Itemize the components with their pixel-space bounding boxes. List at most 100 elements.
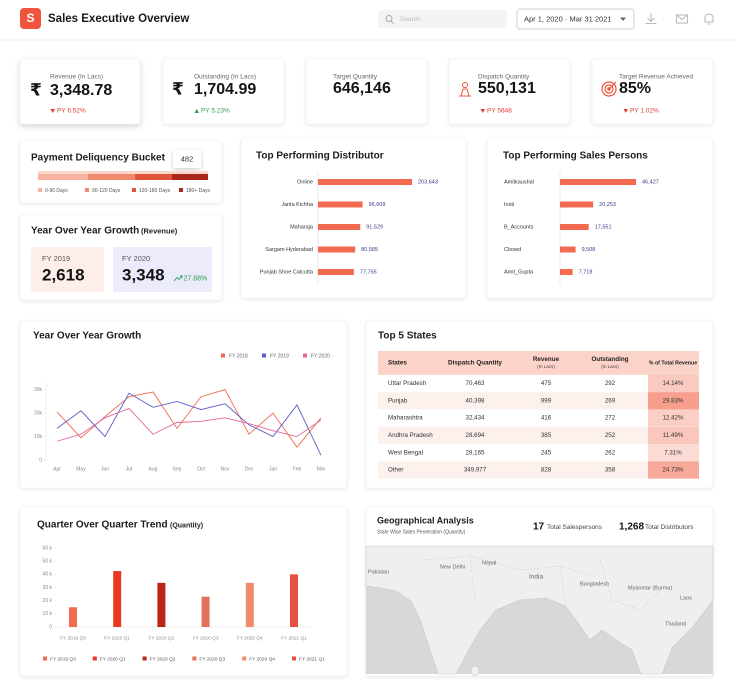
kpi-card (162, 58, 285, 125)
y-tick-label: 0 (49, 624, 52, 630)
search-box[interactable] (378, 10, 507, 28)
y-tick-label: 30k (34, 387, 43, 393)
bar (560, 224, 589, 230)
y-tick-label: 20k (34, 410, 43, 416)
y-tick-label: 0 (39, 457, 42, 463)
value-label: 80,585 (361, 247, 378, 253)
kpi-value: 550,131 (478, 80, 536, 97)
x-tick-label: Feb (293, 466, 302, 472)
mail-icon[interactable] (675, 14, 689, 24)
table-cell: 29.83% (663, 397, 684, 404)
dropdown-caret[interactable] (620, 17, 626, 22)
bar (560, 246, 576, 253)
map-label: India (529, 574, 543, 581)
kpi-card (19, 58, 141, 125)
category-label: Amit_Gupta (504, 269, 534, 275)
table-cell: 292 (605, 380, 616, 387)
bar (318, 269, 354, 275)
y-tick-label: 40 k (43, 572, 53, 578)
date-picker[interactable] (516, 8, 635, 30)
stat-value: 1,268 (619, 522, 644, 533)
map-label: Bangladesh (580, 581, 609, 587)
heat-cell (648, 409, 699, 427)
kpi-label: Revenue (In Lacs) (50, 74, 103, 81)
logo[interactable]: S (26, 11, 34, 25)
kpi-value: 646,146 (333, 80, 391, 97)
fy-value: 2,618 (42, 265, 85, 284)
x-tick-label: Mar (317, 466, 326, 472)
map-land[interactable] (365, 545, 714, 675)
date-range[interactable]: Apr 1, 2020 · Mar 31 2021 (524, 14, 612, 23)
heat-cell (648, 426, 699, 445)
distributor-card (240, 137, 467, 299)
column-header: States (388, 360, 407, 367)
legend-label: FY 2020 Q4 (249, 656, 275, 662)
table-cell: 999 (541, 397, 552, 404)
x-tick-label: Jul (126, 466, 132, 472)
fy-card (31, 247, 104, 292)
table-cell: Maharashtra (388, 415, 423, 422)
heat-cell (648, 461, 699, 479)
table-cell: 416 (541, 415, 552, 422)
value-label: 7,718 (579, 269, 593, 275)
fy-label: FY 2019 (42, 254, 70, 263)
y-tick-label: 10 k (43, 611, 53, 617)
table-cell: 262 (605, 449, 616, 456)
x-tick-label: FY 2020 Q2 (149, 635, 175, 641)
column-header: Outstanding (591, 356, 628, 363)
legend-label: FY 2019 (270, 353, 289, 359)
bar (157, 582, 166, 627)
card-subtitle: (Quantity) (170, 522, 203, 529)
value-label: 77,765 (360, 269, 377, 275)
bar (201, 596, 210, 627)
map-label: Myanmar (Burma) (628, 585, 672, 591)
card-subtitle: (Revenue) (141, 226, 178, 235)
states-table: States Dispatch Quantity Revenue(In Lacs)O… (378, 351, 699, 479)
map-label: New Delhi (440, 564, 465, 570)
download-icon[interactable] (645, 13, 657, 25)
bar (318, 201, 363, 208)
search-placeholder[interactable]: Search (400, 16, 421, 23)
table-cell: West Bengal (388, 449, 423, 456)
legend-swatch (221, 353, 225, 358)
value-label: 9,508 (582, 247, 596, 253)
table-cell: 272 (605, 415, 616, 422)
category-label: Janta Kichha (281, 202, 314, 208)
table-cell: 14.14% (663, 380, 684, 387)
card-title: Top Performing Distributor (256, 151, 384, 162)
map-label: Pakistan (368, 569, 389, 575)
x-tick-label: Sep (173, 466, 182, 472)
x-tick-label: Apr (53, 466, 61, 472)
column-subheader: (In Lacs) (601, 364, 619, 369)
category-label: Punjab Shoe Calcutta (260, 269, 314, 275)
logo-badge[interactable] (20, 8, 41, 29)
kpi-label: Outstanding (In Lacs) (194, 74, 256, 81)
growth-icon (173, 275, 183, 282)
currency-symbol: ₹ (172, 79, 184, 98)
bar (245, 582, 254, 627)
value-label: 203,643 (418, 179, 438, 185)
sales-card (486, 137, 714, 299)
kpi-value: 85% (619, 80, 651, 97)
legend-label: FY 2020 Q2 (150, 656, 176, 662)
value-label: 91,529 (366, 224, 383, 230)
kpi-change: PY 5648 (487, 108, 512, 115)
table-cell: Punjab (388, 397, 408, 404)
legend-swatch (85, 188, 89, 192)
bell-icon[interactable] (704, 13, 714, 25)
bucket-segment (88, 174, 136, 180)
trend-arrow (50, 109, 55, 113)
tooltip-value: 482 (181, 154, 194, 163)
card-subtitle: State Wise Sales Penetration (Quantity) (377, 529, 466, 535)
map-label: Nepal (482, 560, 496, 566)
map-label: Laos (680, 595, 692, 601)
legend-swatch (43, 656, 47, 661)
column-header: Revenue (533, 356, 560, 363)
x-tick-label: FY 2021 Q1 (281, 635, 307, 641)
legend-swatch (179, 188, 183, 192)
fy-value: 3,348 (122, 265, 165, 284)
table-header (378, 351, 699, 375)
map-border (419, 555, 661, 611)
bucket-track (38, 171, 208, 174)
